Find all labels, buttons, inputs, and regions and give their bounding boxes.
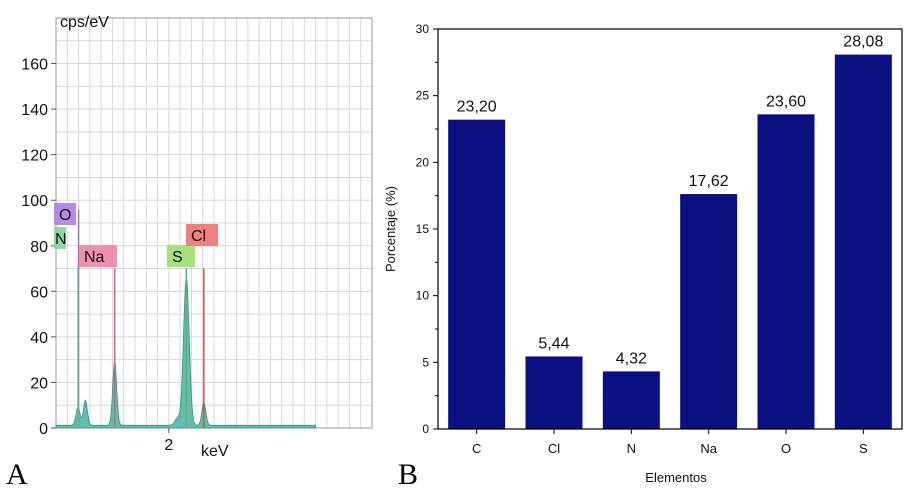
plot-frame — [437, 28, 903, 430]
y-tick-label: 140 — [21, 102, 48, 119]
y-tick-label: 25 — [416, 89, 430, 103]
bar-cl — [525, 356, 583, 429]
bar-value-label: 23,20 — [457, 99, 497, 116]
element-badge — [54, 227, 66, 249]
bar-value-label: 4,32 — [616, 350, 647, 367]
y-tick-label: 160 — [21, 57, 48, 74]
bar-value-label: 28,08 — [843, 34, 883, 51]
y-tick-label: 0 — [39, 421, 48, 438]
bar-na — [680, 194, 738, 429]
y-tick-label: 30 — [416, 22, 430, 36]
element-percentage-bar-chart: 23,20 C 5,44 Cl 4,32 N 17,62 Na 23,60 O 28,08 S 0 5 10… — [383, 22, 903, 485]
element-badge-label: Na — [84, 249, 105, 266]
y-tick-label: 5 — [422, 355, 429, 369]
panel-label-a: A — [6, 458, 28, 491]
element-badge-label: S — [172, 249, 183, 266]
eds-spectrum-chart: 0 20 40 60 80 100 120 140 160 2 cps/eV keV ON Na S Cl — [21, 14, 373, 460]
y-tick-label: 60 — [30, 284, 48, 301]
element-badge-label: N — [55, 231, 67, 248]
element-badge-label: O — [59, 207, 71, 224]
y-tick-label: 10 — [416, 289, 430, 303]
bar-value-label: 5,44 — [538, 335, 569, 352]
element-badge-label: Cl — [191, 228, 206, 245]
bar-n — [602, 371, 660, 429]
x-tick-label: S — [859, 441, 868, 456]
y-tick-label: 20 — [30, 375, 48, 392]
element-badge — [54, 203, 76, 225]
x-tick-label: N — [627, 441, 636, 456]
y-tick-label: 80 — [30, 239, 48, 256]
element-badge — [167, 245, 195, 267]
x-axis-label: Elementos — [645, 470, 707, 485]
bar-o — [757, 114, 815, 429]
element-badge — [186, 224, 218, 246]
y-tick-label: 0 — [422, 422, 429, 436]
bar-c — [448, 119, 506, 430]
y-tick-label: 120 — [21, 148, 48, 165]
bar-value-label: 23,60 — [766, 93, 806, 110]
x-tick-label: Cl — [548, 441, 560, 456]
x-tick-label: C — [472, 441, 481, 456]
y-axis-label: cps/eV — [60, 14, 109, 31]
bar-value-label: 17,62 — [689, 173, 729, 190]
x-axis-label: keV — [201, 443, 229, 460]
y-axis-label: Porcentaje (%) — [383, 186, 398, 272]
x-tick-label: 2 — [164, 437, 173, 454]
panel-label-b: B — [398, 458, 418, 491]
y-tick-label: 40 — [30, 330, 48, 347]
y-tick-label: 20 — [416, 155, 430, 169]
x-tick-label: O — [781, 441, 791, 456]
bar-s — [834, 54, 892, 429]
x-tick-label: Na — [700, 441, 717, 456]
y-tick-label: 15 — [416, 222, 430, 236]
element-badge — [79, 245, 117, 267]
y-tick-label: 100 — [21, 193, 48, 210]
